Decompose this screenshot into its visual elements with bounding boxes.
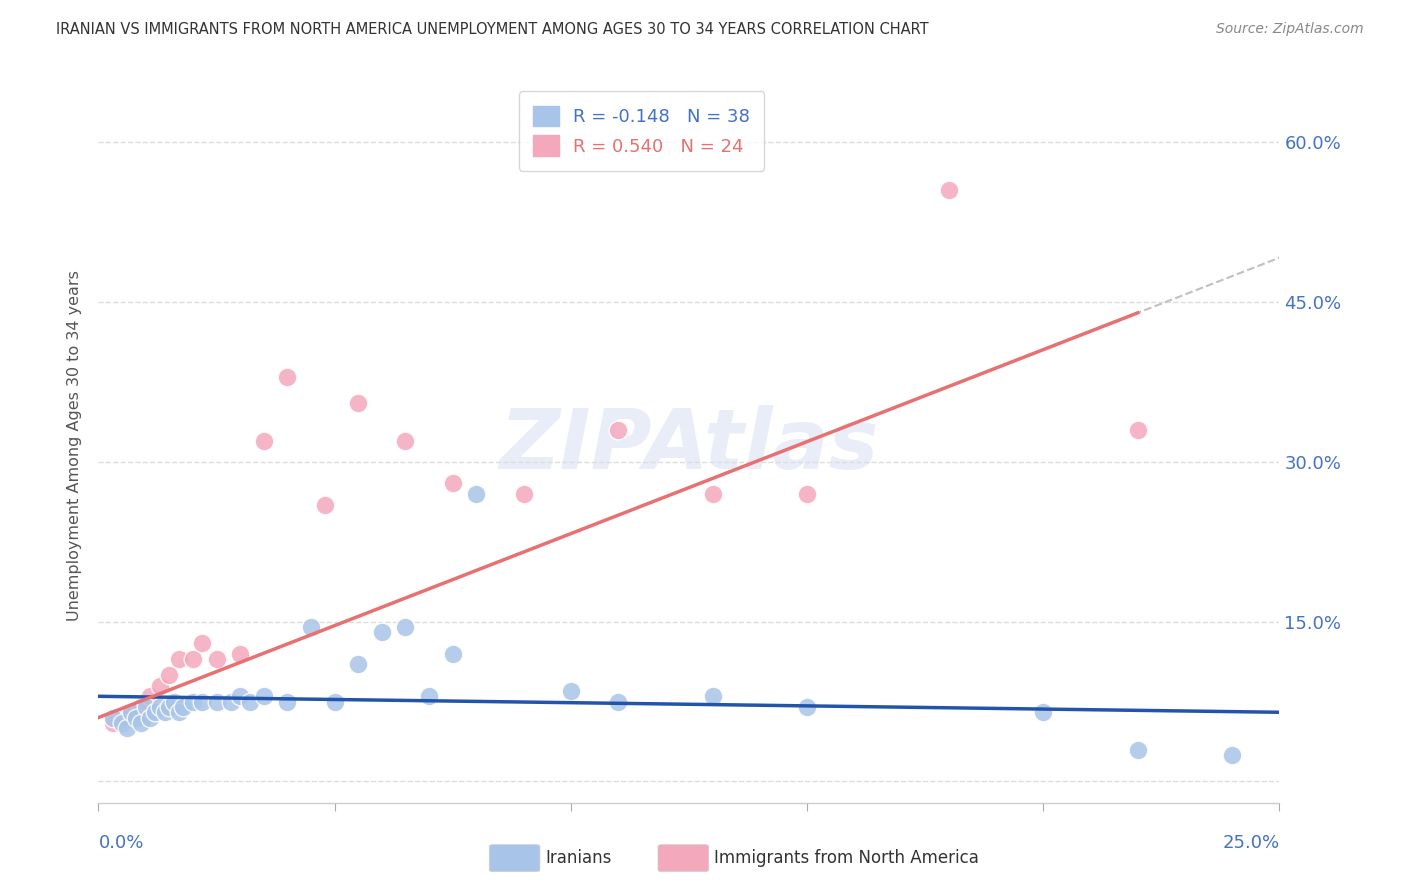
Point — [702, 487, 724, 501]
Point — [157, 700, 180, 714]
Point — [229, 647, 252, 661]
Point — [121, 706, 143, 720]
Point — [219, 695, 242, 709]
Point — [101, 715, 124, 730]
Point — [121, 706, 143, 720]
Point — [441, 476, 464, 491]
Point — [323, 695, 346, 709]
Point — [441, 647, 464, 661]
Point — [253, 434, 276, 448]
Text: ZIPAtlas: ZIPAtlas — [499, 406, 879, 486]
Point — [347, 396, 370, 410]
Point — [157, 668, 180, 682]
Point — [229, 690, 252, 704]
Point — [1126, 423, 1149, 437]
Point — [512, 487, 534, 501]
Point — [111, 710, 134, 724]
Text: Iranians: Iranians — [546, 849, 612, 867]
Point — [607, 695, 630, 709]
Point — [205, 652, 228, 666]
Point — [560, 684, 582, 698]
Legend: R = -0.148   N = 38, R = 0.540   N = 24: R = -0.148 N = 38, R = 0.540 N = 24 — [519, 91, 765, 170]
Text: 0.0%: 0.0% — [98, 834, 143, 852]
Point — [371, 625, 394, 640]
Point — [153, 706, 176, 720]
Point — [607, 423, 630, 437]
Point — [149, 679, 172, 693]
Point — [181, 652, 204, 666]
Point — [101, 710, 124, 724]
Point — [167, 652, 190, 666]
Point — [111, 715, 134, 730]
Point — [314, 498, 336, 512]
Point — [163, 695, 186, 709]
Point — [139, 690, 162, 704]
Text: Source: ZipAtlas.com: Source: ZipAtlas.com — [1216, 22, 1364, 37]
Point — [129, 715, 152, 730]
Point — [143, 706, 166, 720]
Point — [205, 695, 228, 709]
Point — [299, 620, 322, 634]
Point — [796, 700, 818, 714]
Point — [239, 695, 262, 709]
Point — [1220, 747, 1243, 762]
Text: Immigrants from North America: Immigrants from North America — [714, 849, 979, 867]
Text: 25.0%: 25.0% — [1222, 834, 1279, 852]
Point — [465, 487, 488, 501]
Point — [115, 721, 138, 735]
Point — [276, 695, 298, 709]
Point — [172, 700, 194, 714]
Point — [938, 183, 960, 197]
Point — [253, 690, 276, 704]
Point — [125, 710, 148, 724]
Point — [181, 695, 204, 709]
Point — [796, 487, 818, 501]
Point — [191, 695, 214, 709]
Point — [135, 700, 157, 714]
Text: IRANIAN VS IMMIGRANTS FROM NORTH AMERICA UNEMPLOYMENT AMONG AGES 30 TO 34 YEARS : IRANIAN VS IMMIGRANTS FROM NORTH AMERICA… — [56, 22, 929, 37]
Point — [191, 636, 214, 650]
Point — [139, 710, 162, 724]
Y-axis label: Unemployment Among Ages 30 to 34 years: Unemployment Among Ages 30 to 34 years — [67, 270, 83, 622]
Point — [1032, 706, 1054, 720]
Point — [167, 706, 190, 720]
Point — [129, 700, 152, 714]
Point — [149, 700, 172, 714]
Point — [394, 434, 416, 448]
Point — [394, 620, 416, 634]
Point — [702, 690, 724, 704]
Point — [1126, 742, 1149, 756]
Point — [347, 657, 370, 672]
Point — [418, 690, 440, 704]
Point — [276, 369, 298, 384]
